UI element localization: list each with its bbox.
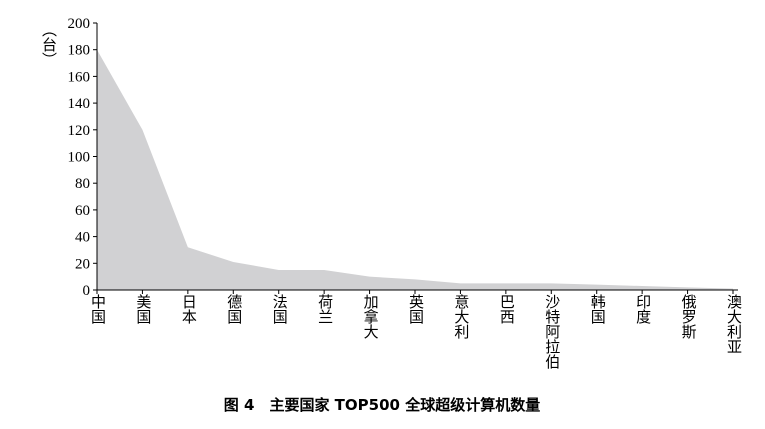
y-tick-label: 0	[83, 283, 91, 299]
x-tick-label: 韩国	[589, 294, 606, 324]
x-tick-label: 荷兰	[316, 294, 333, 324]
x-tick-label: 日本	[180, 294, 197, 324]
x-tick-label: 印度	[634, 294, 651, 324]
x-tick-label: 意大利	[452, 293, 469, 339]
y-tick-label: 200	[68, 16, 91, 32]
x-tick-label: 英国	[407, 293, 424, 324]
y-tick-label: 60	[75, 203, 90, 219]
y-tick-label: 80	[75, 176, 90, 192]
area	[97, 49, 733, 291]
x-tick-label: 沙特阿拉伯	[543, 294, 560, 369]
x-tick-label: 法国	[271, 294, 288, 324]
x-tick-label: 巴西	[498, 294, 515, 324]
x-tick-label: 美国	[134, 294, 151, 324]
x-tick-label: 德国	[225, 293, 242, 324]
y-tick-label: 40	[75, 230, 90, 246]
y-tick-label: 100	[68, 150, 91, 166]
x-tick-label: 澳大利亚	[725, 294, 742, 354]
x-tick-label: 加拿大	[362, 294, 379, 339]
y-axis-label: （台）	[40, 22, 57, 67]
y-tick-label: 180	[68, 43, 91, 59]
chart-caption: 图 4 主要国家 TOP500 全球超级计算机数量	[224, 396, 540, 414]
x-tick-label: 俄罗斯	[680, 294, 697, 340]
y-tick-label: 20	[75, 256, 90, 272]
y-tick-label: 120	[68, 123, 91, 139]
y-tick-label: 160	[68, 69, 91, 85]
x-tick-label: 中国	[89, 294, 105, 324]
y-tick-label: 140	[68, 96, 91, 112]
